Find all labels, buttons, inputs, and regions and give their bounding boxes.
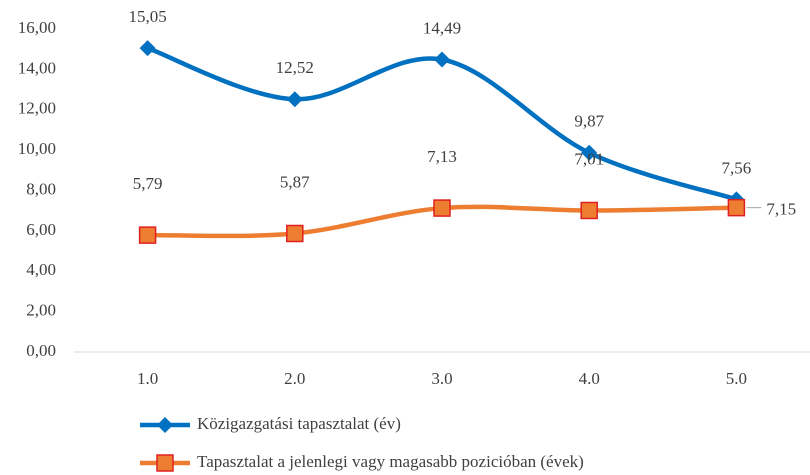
data-label: 7,56 xyxy=(722,158,752,177)
data-label: 7,15 xyxy=(766,200,796,219)
data-label: 7,01 xyxy=(574,149,604,168)
y-tick-label: 4,00 xyxy=(26,260,56,279)
marker xyxy=(138,226,157,244)
y-tick-label: 14,00 xyxy=(18,58,56,77)
x-tick-label: 4.0 xyxy=(579,369,600,388)
data-label: 12,52 xyxy=(276,58,314,77)
y-tick-label: 16,00 xyxy=(18,18,56,37)
y-tick-label: 10,00 xyxy=(18,139,56,158)
marker xyxy=(434,51,450,68)
y-tick-label: 2,00 xyxy=(26,301,56,320)
marker xyxy=(139,40,156,57)
y-tick-label: 6,00 xyxy=(26,220,56,239)
data-label: 5,79 xyxy=(133,174,163,193)
x-tick-label: 5.0 xyxy=(726,369,747,388)
data-label: 5,87 xyxy=(280,172,310,191)
line xyxy=(146,46,738,202)
marker xyxy=(581,144,598,161)
marker xyxy=(286,91,303,108)
data-label: 7,13 xyxy=(427,147,457,166)
legend-marker xyxy=(157,417,173,433)
data-label: 15,05 xyxy=(128,7,166,26)
x-tick-label: 3.0 xyxy=(431,369,452,388)
legend-label: Közigazgatási tapasztalat (év) xyxy=(197,414,401,433)
y-tick-label: 8,00 xyxy=(26,179,56,198)
marker xyxy=(433,199,451,217)
legend-label: Tapasztalat a jelenlegi vagy magasabb po… xyxy=(197,452,584,471)
x-tick-label: 1.0 xyxy=(137,369,158,388)
x-tick-label: 2.0 xyxy=(284,369,305,388)
y-tick-label: 12,00 xyxy=(18,99,56,118)
data-label: 9,87 xyxy=(574,112,604,131)
data-label: 14,49 xyxy=(423,18,461,37)
marker xyxy=(727,198,746,217)
legend-marker xyxy=(156,454,174,472)
marker xyxy=(286,224,304,243)
y-tick-label: 0,00 xyxy=(26,341,56,360)
marker xyxy=(580,201,598,220)
